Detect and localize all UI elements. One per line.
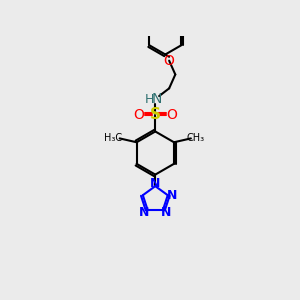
Text: S: S bbox=[150, 107, 161, 122]
Text: N: N bbox=[167, 189, 177, 202]
Text: N: N bbox=[150, 177, 160, 190]
Text: O: O bbox=[166, 107, 177, 122]
Text: O: O bbox=[164, 54, 175, 68]
Text: O: O bbox=[134, 107, 145, 122]
Text: H: H bbox=[144, 93, 154, 106]
Text: N: N bbox=[161, 206, 171, 219]
Text: CH₃: CH₃ bbox=[187, 134, 205, 143]
Text: H₃C: H₃C bbox=[104, 134, 123, 143]
Text: N: N bbox=[139, 206, 150, 219]
Text: N: N bbox=[152, 92, 162, 106]
